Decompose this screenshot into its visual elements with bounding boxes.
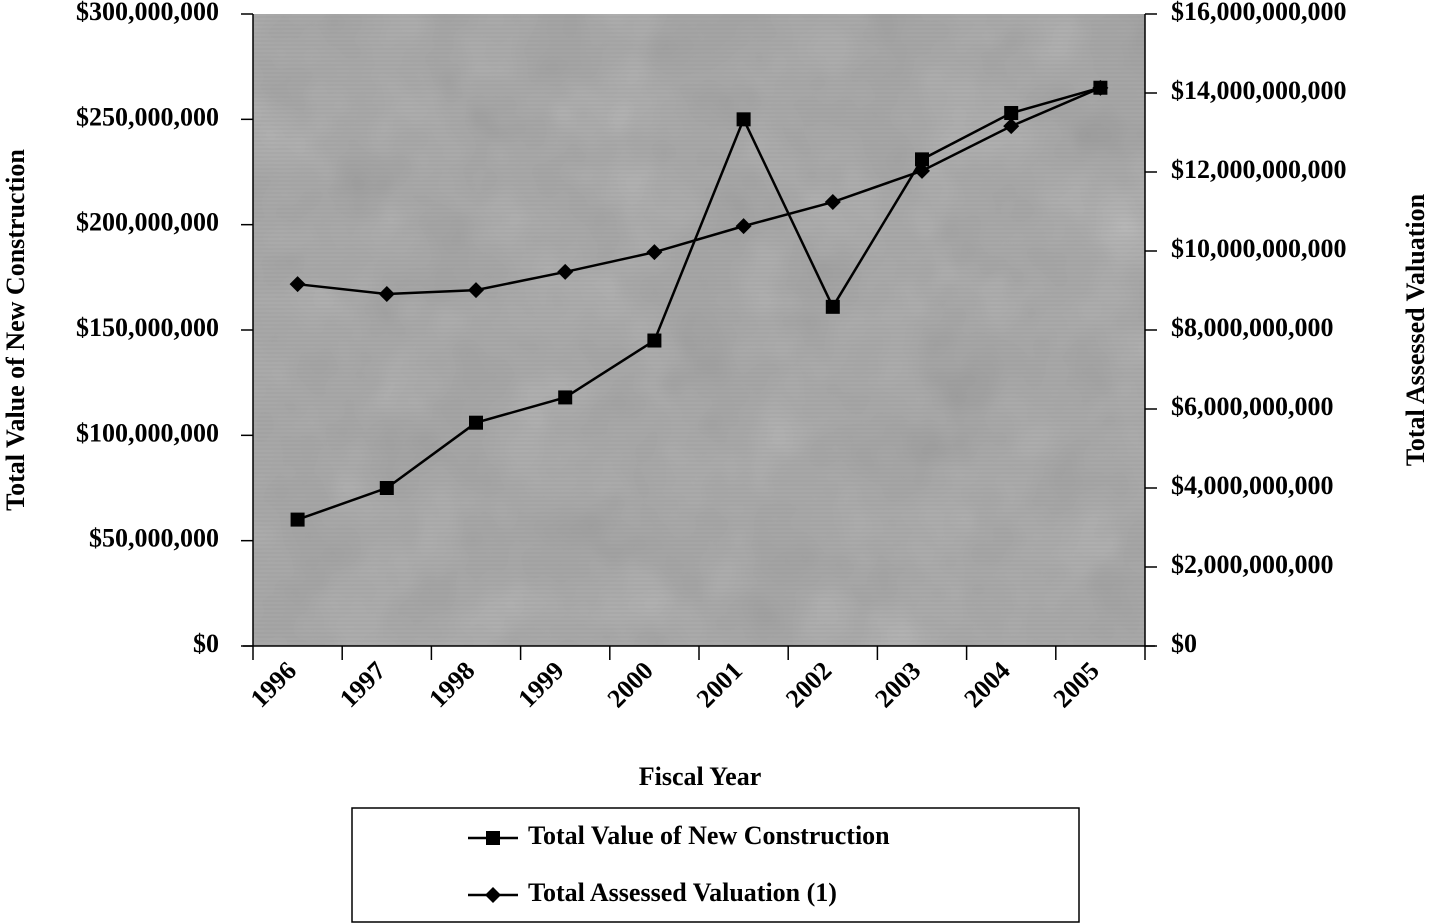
x-tick-label: 1999 xyxy=(512,656,569,713)
y2-tick-label: $8,000,000,000 xyxy=(1171,313,1334,342)
y2-tick-label: $16,000,000,000 xyxy=(1171,0,1347,26)
y-tick-label: $100,000,000 xyxy=(76,418,219,447)
y2-tick-label: $0 xyxy=(1171,629,1197,658)
x-tick-label: 2002 xyxy=(780,656,837,713)
y2-tick-label: $10,000,000,000 xyxy=(1171,234,1347,263)
y-axis-title: Total Value of New Construction xyxy=(1,149,30,511)
x-tick-label: 1997 xyxy=(334,656,391,713)
y-tick-label: $300,000,000 xyxy=(76,0,219,26)
data-point xyxy=(824,194,841,211)
data-point xyxy=(290,512,305,527)
y-tick-label: $0 xyxy=(193,629,219,658)
y2-tick-label: $6,000,000,000 xyxy=(1171,392,1334,421)
data-point xyxy=(468,282,484,299)
data-point xyxy=(469,415,483,430)
y2-tick-label: $2,000,000,000 xyxy=(1171,550,1334,579)
x-tick-label: 1996 xyxy=(245,656,302,713)
y-tick-label: $50,000,000 xyxy=(89,524,219,553)
data-point xyxy=(825,299,840,314)
data-point xyxy=(646,244,663,261)
series-line xyxy=(297,86,1101,521)
data-point xyxy=(915,152,929,167)
y2-tick-label: $14,000,000,000 xyxy=(1171,76,1347,105)
y2-axis-title: Total Assessed Valuation xyxy=(1401,193,1430,466)
data-point xyxy=(557,263,574,280)
y-tick-label: $250,000,000 xyxy=(76,102,219,131)
data-point xyxy=(378,286,395,303)
data-point xyxy=(1092,79,1109,96)
legend-label: Total Assessed Valuation (1) xyxy=(528,878,837,907)
legend-box xyxy=(351,807,1080,923)
data-point xyxy=(379,481,394,495)
data-point xyxy=(736,112,751,127)
y-tick-label: $150,000,000 xyxy=(76,313,219,342)
x-axis-title: Fiscal Year xyxy=(639,762,762,791)
legend-marker xyxy=(485,887,501,903)
x-tick-label: 2004 xyxy=(958,656,1015,713)
data-point xyxy=(289,276,306,293)
y2-tick-label: $4,000,000,000 xyxy=(1171,471,1334,500)
data-point xyxy=(914,162,930,179)
data-point xyxy=(735,218,752,235)
x-tick-label: 2001 xyxy=(691,656,748,713)
data-point xyxy=(1004,106,1019,121)
y2-tick-label: $12,000,000,000 xyxy=(1171,155,1347,184)
data-point xyxy=(1003,118,1020,135)
y-tick-label: $200,000,000 xyxy=(76,208,219,237)
x-tick-label: 2000 xyxy=(602,656,659,713)
x-tick-label: 2005 xyxy=(1048,656,1105,713)
series-line xyxy=(297,86,1101,296)
data-point xyxy=(558,390,573,405)
legend-label: Total Value of New Construction xyxy=(528,821,890,850)
x-tick-label: 2003 xyxy=(869,656,926,713)
data-point xyxy=(647,333,662,348)
legend-marker xyxy=(486,831,500,845)
x-tick-label: 1998 xyxy=(423,656,480,713)
